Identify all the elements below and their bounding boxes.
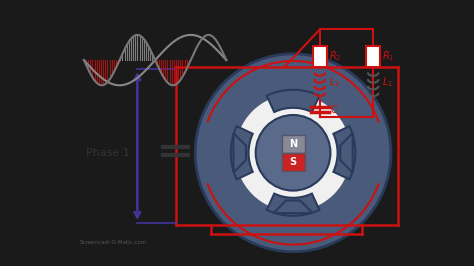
Wedge shape xyxy=(231,126,253,180)
Bar xyxy=(313,46,327,67)
Text: Phase 1: Phase 1 xyxy=(86,148,130,158)
Text: $C$: $C$ xyxy=(330,103,339,115)
Wedge shape xyxy=(267,194,319,216)
Bar xyxy=(366,46,380,67)
Text: N: N xyxy=(289,139,297,149)
Polygon shape xyxy=(273,201,313,213)
Text: $R_1$: $R_1$ xyxy=(382,49,394,63)
Circle shape xyxy=(235,94,351,211)
Circle shape xyxy=(195,54,391,252)
Polygon shape xyxy=(233,133,246,173)
Polygon shape xyxy=(340,133,353,173)
Text: Screencast-O-Matic.com: Screencast-O-Matic.com xyxy=(80,240,147,246)
Text: S: S xyxy=(290,157,297,167)
Wedge shape xyxy=(267,90,319,112)
Text: $R_2$: $R_2$ xyxy=(328,49,341,63)
Polygon shape xyxy=(273,93,313,105)
Bar xyxy=(282,153,305,171)
Wedge shape xyxy=(333,126,356,180)
Circle shape xyxy=(255,115,330,191)
Bar xyxy=(282,135,305,153)
Text: $L_1$: $L_1$ xyxy=(382,76,393,89)
Text: $L_2$: $L_2$ xyxy=(328,76,340,89)
